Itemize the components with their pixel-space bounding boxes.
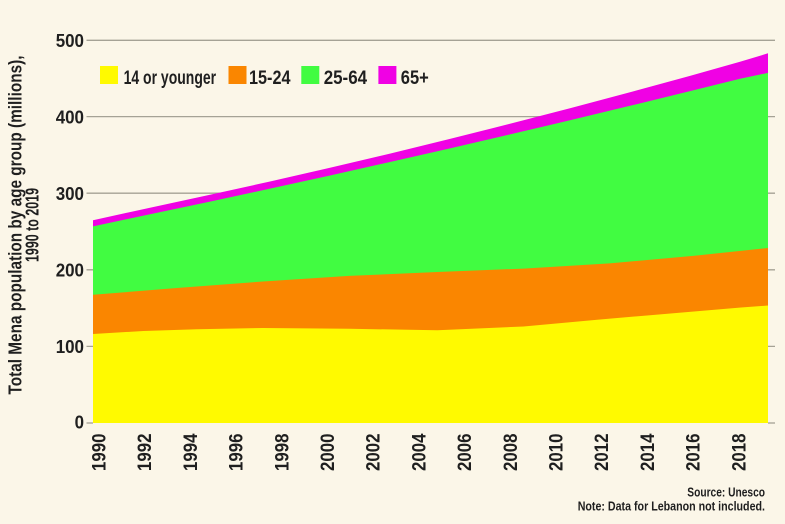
svg-text:25-64: 25-64 — [324, 68, 368, 89]
svg-text:2006: 2006 — [455, 434, 476, 472]
svg-text:100: 100 — [56, 336, 84, 357]
svg-text:2016: 2016 — [684, 434, 705, 472]
svg-text:1992: 1992 — [135, 434, 156, 472]
svg-text:1996: 1996 — [227, 434, 248, 472]
svg-text:2004: 2004 — [409, 433, 430, 471]
svg-text:1994: 1994 — [181, 433, 202, 471]
svg-text:2014: 2014 — [638, 433, 659, 471]
svg-text:2010: 2010 — [547, 434, 568, 472]
svg-text:Source: Unesco: Source: Unesco — [687, 485, 765, 500]
svg-text:1998: 1998 — [272, 434, 293, 472]
svg-text:65+: 65+ — [401, 68, 429, 89]
svg-text:300: 300 — [56, 183, 84, 204]
svg-text:2008: 2008 — [501, 434, 522, 472]
svg-text:15-24: 15-24 — [249, 68, 291, 89]
svg-text:500: 500 — [56, 30, 84, 51]
svg-text:2018: 2018 — [729, 434, 750, 472]
svg-text:2002: 2002 — [364, 434, 385, 472]
svg-text:400: 400 — [56, 106, 84, 127]
svg-text:Note: Data for Lebanon not inc: Note: Data for Lebanon not included. — [578, 499, 765, 514]
svg-text:2012: 2012 — [592, 434, 613, 472]
svg-text:1990 to 2019: 1990 to 2019 — [22, 188, 43, 262]
svg-text:1990: 1990 — [90, 434, 111, 472]
svg-text:Total Mena population by age g: Total Mena population by age group (mill… — [5, 56, 26, 395]
svg-text:0: 0 — [75, 412, 84, 433]
svg-text:2000: 2000 — [318, 434, 339, 472]
svg-text:200: 200 — [56, 260, 84, 281]
svg-text:14 or younger: 14 or younger — [124, 68, 217, 89]
